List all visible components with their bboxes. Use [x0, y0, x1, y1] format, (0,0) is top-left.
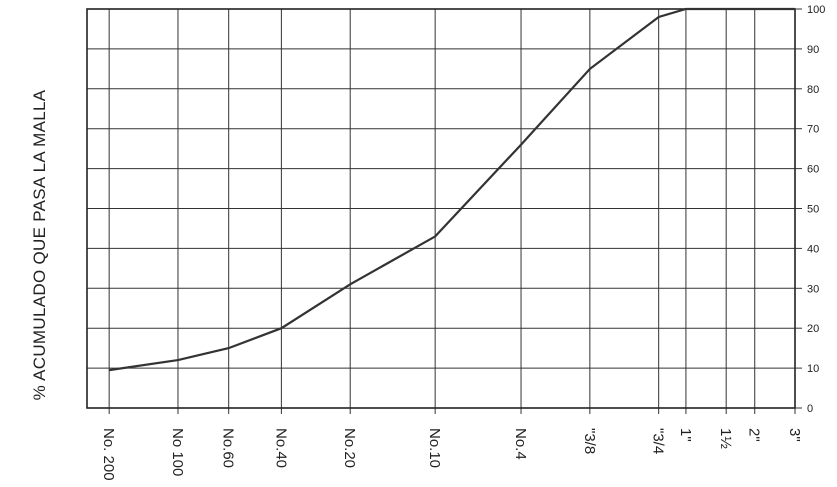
x-tick-label: No.60: [220, 428, 237, 468]
x-tick-label: "3/8: [581, 428, 598, 454]
y-tick-label: 20: [807, 323, 819, 335]
y-ticks: 0 10 20 30 40 50 60 70 80 90 100: [795, 4, 825, 415]
y-tick-label: 100: [807, 4, 825, 16]
y-tick-label: 90: [807, 44, 819, 56]
x-tick-label: No.10: [426, 428, 443, 468]
y-tick-label: 60: [807, 164, 819, 176]
x-tick-label: 2": [746, 428, 763, 442]
x-tick-label: 1½: [717, 428, 734, 449]
x-ticks: No. 200 No 100 No.60 No.40 No.20 No.10 No.4 "3/…: [100, 428, 803, 481]
y-tick-label: 30: [807, 283, 819, 295]
y-tick-label: 40: [807, 243, 819, 255]
x-tick-label: 3": [786, 428, 803, 442]
x-tick-label: No.40: [272, 428, 289, 468]
x-tick-label: No.4: [512, 428, 529, 460]
y-tick-label: 50: [807, 204, 819, 216]
gradation-curve: [109, 7, 795, 372]
y-tick-label: 70: [807, 124, 819, 136]
y-tick-label: 10: [807, 363, 819, 375]
x-tick-label: 1": [677, 428, 694, 442]
x-tick-label: No 100: [169, 428, 186, 476]
grid-lines: [87, 9, 796, 414]
y-axis-label: % ACUMULADO QUE PASA LA MALLA: [30, 89, 49, 400]
x-tick-label: No.20: [341, 428, 358, 468]
y-tick-label: 80: [807, 84, 819, 96]
y-tick-label: 0: [807, 403, 813, 415]
x-tick-label: "3/4: [650, 428, 667, 454]
x-tick-label: No. 200: [100, 428, 117, 481]
